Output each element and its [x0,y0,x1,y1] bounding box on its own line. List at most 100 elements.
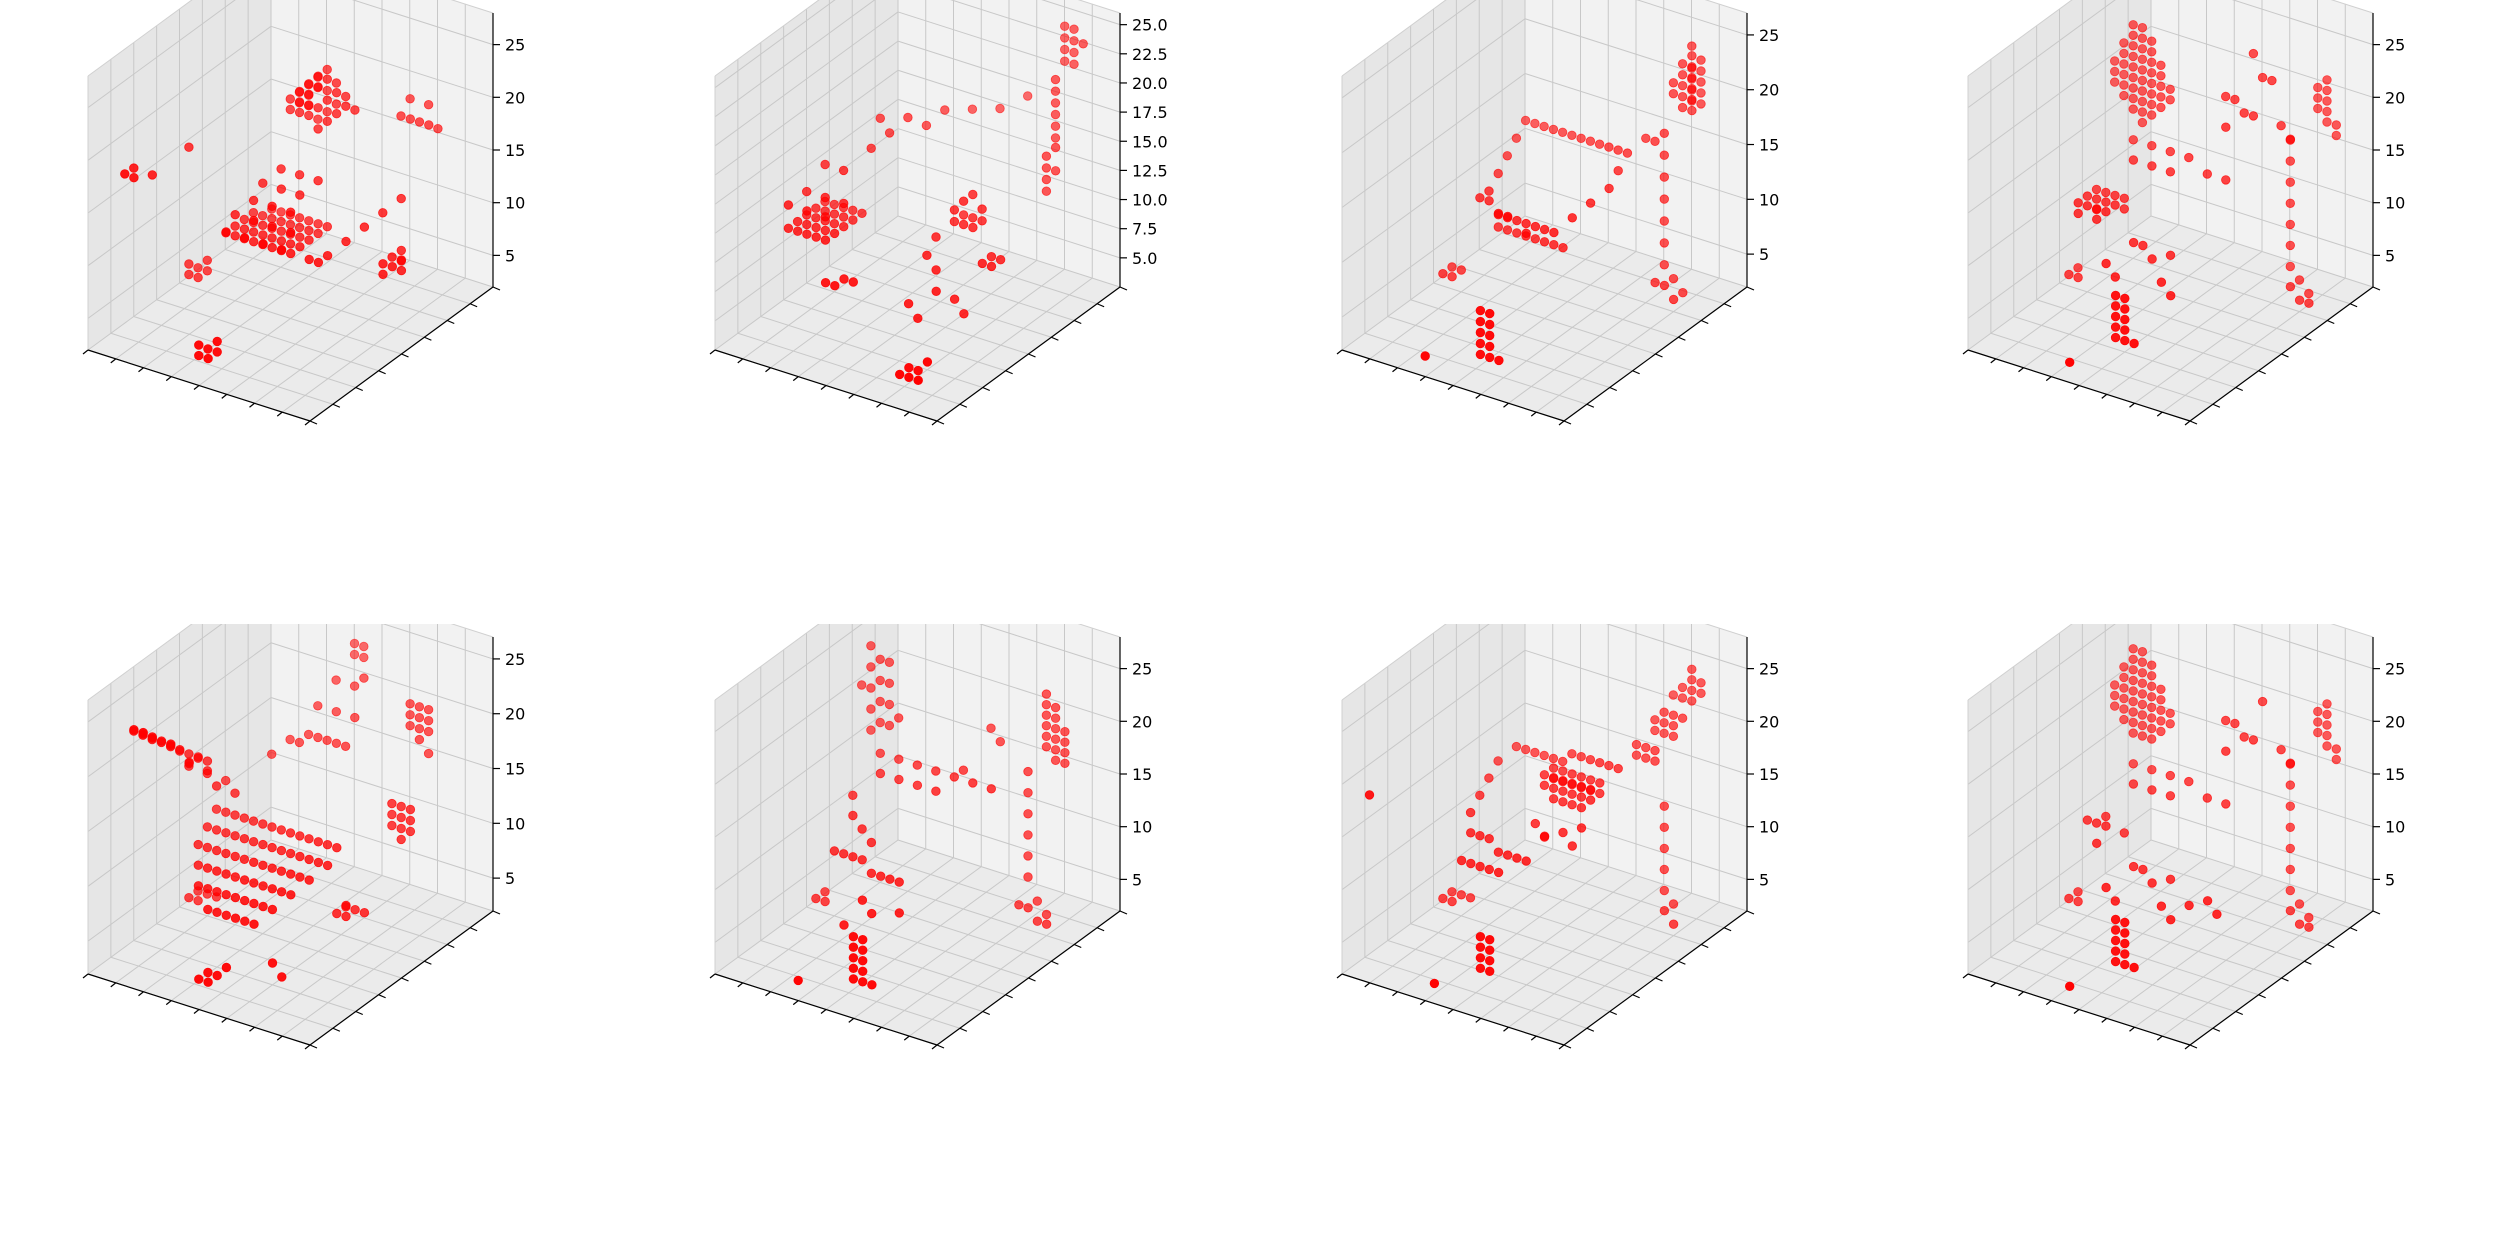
data-point [1502,850,1513,860]
data-point [2120,293,2130,304]
data-point [931,265,941,275]
data-point [378,259,388,269]
data-point [2110,290,2121,301]
data-point [1060,747,1070,758]
data-point [2137,710,2148,720]
x-tick [82,973,89,979]
data-point [1466,858,1476,869]
data-point [2147,57,2157,68]
data-point [968,222,978,233]
data-point [1493,208,1504,219]
y-tick [1678,336,1686,341]
y-tick [1746,286,1755,291]
data-point [331,706,342,717]
data-point [2110,914,2121,925]
data-point [267,213,277,224]
data-point [2137,75,2148,86]
data-point [1696,99,1706,109]
data-point [894,754,904,764]
data-point [1595,757,1605,768]
data-point [1659,885,1670,896]
data-point [1530,818,1541,829]
x-tick [2129,1026,2135,1032]
data-point [2120,949,2130,959]
data-point [820,887,830,897]
data-point [295,232,305,242]
data-point [359,673,369,683]
data-point [801,186,812,197]
data-point [423,748,434,759]
data-point [2101,811,2111,822]
data-point [922,250,932,261]
data-point [1659,260,1670,270]
y-tick [1096,927,1105,932]
data-point [2165,146,2176,157]
x-tick [165,1000,172,1006]
data-point [2285,261,2296,272]
data-point [1650,277,1660,288]
data-point [1567,789,1577,799]
data-point [2257,696,2268,707]
x-tick [1558,1044,1565,1050]
data-point [239,895,250,906]
data-point [193,752,203,762]
scatter3d-panel-2: 5.0 7.5 10.0 12.5 15.0 17.5 20.0 22.5 25.0 [709,0,1168,426]
data-point [1493,847,1504,857]
data-point [258,230,268,240]
data-point [2119,69,2129,80]
data-point [221,848,231,859]
data-point [304,235,314,245]
data-point [1050,86,1061,96]
data-point [322,64,332,75]
data-point [2147,78,2157,89]
y-tick [1678,960,1686,965]
x-tick [249,1026,255,1032]
x-tick [2045,1000,2052,1006]
x-tick [110,982,117,988]
x-tick [709,349,716,355]
data-point [1613,145,1623,155]
x-tick [2045,376,2052,382]
data-point [1060,44,1070,55]
data-point [2285,822,2296,833]
data-point [820,235,831,245]
data-point [1050,713,1061,723]
data-point [2166,915,2176,925]
data-point [2165,791,2176,801]
data-point [1687,696,1697,706]
data-point [1050,755,1061,766]
data-point [848,205,858,216]
data-point [230,810,240,820]
data-point [203,967,213,978]
data-point [2129,962,2139,973]
data-point [1530,118,1540,129]
x-tick [876,1026,882,1032]
data-point [405,710,415,720]
y-tick [1586,1027,1595,1032]
data-point [2137,54,2148,65]
data-point [2313,82,2323,93]
data-point [267,904,278,915]
data-point [405,826,416,837]
data-point [396,801,406,812]
data-point [184,269,194,280]
data-point [1521,218,1531,229]
data-point [2285,843,2296,854]
data-point [405,114,416,124]
data-point [2128,20,2138,30]
data-point [239,813,250,823]
data-point [396,255,407,265]
data-point [184,749,194,759]
data-point [193,272,203,283]
data-point [1484,352,1495,363]
data-point [1521,856,1531,866]
data-point [294,213,305,223]
data-point [304,875,314,885]
data-point [230,851,240,862]
data-point [248,207,259,218]
data-point [2137,668,2148,678]
data-point [340,741,351,752]
data-point [1668,690,1679,700]
data-point [1558,756,1568,767]
data-point [1060,56,1070,66]
